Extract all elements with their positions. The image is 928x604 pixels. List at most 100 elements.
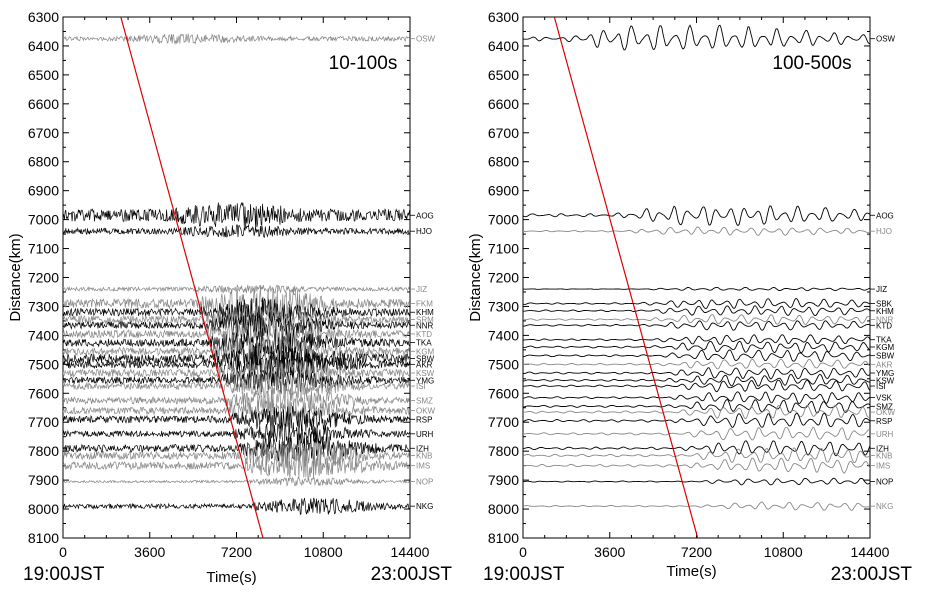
station-label-ktd: KTD bbox=[876, 321, 892, 330]
y-tick-label: 6900 bbox=[28, 183, 59, 199]
y-tick-label: 7300 bbox=[488, 298, 519, 314]
station-label-okw: OKW bbox=[876, 408, 896, 417]
station-label-smz: SMZ bbox=[876, 402, 893, 411]
station-label-knb: KNB bbox=[416, 452, 432, 461]
start-time-label: 19:00JST bbox=[483, 564, 565, 585]
trace-osw bbox=[523, 24, 870, 51]
arrival-reference-line bbox=[120, 17, 264, 538]
station-label-nkg: NKG bbox=[416, 502, 433, 511]
trace-ksw bbox=[63, 358, 410, 388]
trace-nkg bbox=[523, 501, 870, 511]
trace-sbw bbox=[63, 342, 410, 375]
station-label-kgm: KGM bbox=[876, 343, 895, 352]
trace-smz bbox=[63, 387, 410, 414]
station-label-hjo: HJO bbox=[416, 227, 432, 236]
y-tick-label: 7400 bbox=[28, 327, 59, 343]
start-time-label: 19:00JST bbox=[23, 564, 105, 585]
station-label-khm: KHM bbox=[876, 307, 894, 316]
station-label-srm: SRM bbox=[416, 315, 434, 324]
trace-smz bbox=[523, 398, 870, 414]
trace-isi bbox=[523, 379, 870, 393]
y-tick-label: 6700 bbox=[28, 125, 59, 141]
y-tick-label: 7000 bbox=[488, 212, 519, 228]
station-label-sbw: SBW bbox=[416, 355, 435, 364]
y-tick-label: 6300 bbox=[488, 9, 519, 25]
station-label-ksw: KSW bbox=[416, 369, 435, 378]
y-tick-label: 8100 bbox=[488, 530, 519, 546]
trace-ksw bbox=[523, 373, 870, 387]
y-tick-label: 6500 bbox=[28, 67, 59, 83]
y-tick-label: 6900 bbox=[488, 183, 519, 199]
trace-nnr bbox=[523, 314, 870, 325]
trace-nnr bbox=[63, 312, 410, 338]
panel-100-500s: 6300 6400 6500 6600 6700 6800 6900 7000 7100 7200… bbox=[467, 9, 912, 585]
x-tick-label: 14400 bbox=[391, 544, 430, 560]
arrival-reference-line bbox=[553, 17, 699, 538]
station-label-aog: AOG bbox=[876, 211, 894, 220]
trace-jiz bbox=[63, 284, 410, 294]
plot-frame bbox=[522, 16, 871, 539]
x-tick-label: 10800 bbox=[304, 544, 343, 560]
station-label-smz: SMZ bbox=[416, 397, 433, 406]
y-tick-label: 6800 bbox=[28, 154, 59, 170]
station-label-nnr: NNR bbox=[416, 321, 434, 330]
station-label-nop: NOP bbox=[876, 478, 893, 487]
station-label-isi: ISI bbox=[876, 382, 886, 391]
station-label-rsp: RSP bbox=[876, 417, 892, 426]
y-tick-label: 7900 bbox=[488, 472, 519, 488]
trace-aog bbox=[523, 205, 870, 227]
trace-urh bbox=[523, 426, 870, 441]
panel-10-100s: 6300 6400 6500 6600 6700 6800 6900 7000 7100 7200… bbox=[7, 9, 452, 586]
station-label-urh: URH bbox=[876, 430, 894, 439]
trace-izh bbox=[63, 433, 410, 462]
station-label-aog: AOG bbox=[416, 211, 434, 220]
y-tick-label: 6400 bbox=[488, 38, 519, 54]
station-label-nkg: NKG bbox=[876, 502, 893, 511]
trace-isi bbox=[63, 372, 410, 399]
trace-ymg bbox=[63, 367, 410, 394]
y-tick-label: 7000 bbox=[28, 212, 59, 228]
station-label-osw: OSW bbox=[876, 35, 896, 44]
y-tick-label: 7900 bbox=[28, 472, 59, 488]
y-tick-label: 7500 bbox=[488, 356, 519, 372]
station-label-akr: AKR bbox=[416, 360, 433, 369]
station-label-akr: AKR bbox=[876, 360, 893, 369]
trace-aog bbox=[63, 202, 410, 228]
station-label-jiz: JIZ bbox=[876, 285, 887, 294]
y-axis-label: Distance(km) bbox=[7, 233, 24, 321]
y-axis-label: Distance(km) bbox=[467, 233, 484, 321]
station-label-tka: TKA bbox=[876, 336, 892, 345]
y-tick-label: 7200 bbox=[28, 270, 59, 286]
trace-knb bbox=[63, 440, 410, 470]
trace-vsk bbox=[523, 391, 870, 405]
trace-kgm bbox=[63, 336, 410, 366]
trace-hjo bbox=[523, 226, 870, 236]
x-tick-label: 7200 bbox=[681, 544, 712, 560]
station-label-sbk: SBK bbox=[876, 300, 893, 309]
waveform-traces bbox=[63, 33, 410, 515]
station-label-urh: URH bbox=[416, 430, 434, 439]
y-tick-label: 6800 bbox=[488, 154, 519, 170]
y-tick-label: 8000 bbox=[488, 501, 519, 517]
station-label-khm: KHM bbox=[416, 308, 434, 317]
trace-sbw bbox=[523, 349, 870, 363]
station-label-kgm: KGM bbox=[416, 347, 435, 356]
y-tick-label: 7100 bbox=[488, 241, 519, 257]
x-tick-label: 0 bbox=[519, 544, 527, 560]
station-label-ymg: YMG bbox=[876, 369, 894, 378]
trace-nkg bbox=[63, 497, 410, 515]
trace-rsp bbox=[523, 412, 870, 428]
station-label-knb: KNB bbox=[876, 452, 892, 461]
trace-tka bbox=[523, 334, 870, 346]
trace-ktd bbox=[63, 319, 410, 349]
x-tick-label: 7200 bbox=[221, 544, 252, 560]
y-tick-label: 7700 bbox=[488, 414, 519, 430]
x-tick-label: 3600 bbox=[134, 544, 165, 560]
y-tick-label: 7800 bbox=[488, 443, 519, 459]
trace-ims bbox=[523, 457, 870, 474]
y-tick-label: 7800 bbox=[28, 443, 59, 459]
station-label-sbw: SBW bbox=[876, 352, 895, 361]
trace-nop bbox=[63, 476, 410, 487]
station-label-ims: IMS bbox=[416, 462, 430, 471]
